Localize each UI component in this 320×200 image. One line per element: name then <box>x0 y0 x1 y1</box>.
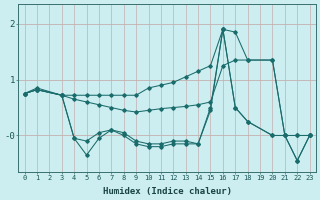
X-axis label: Humidex (Indice chaleur): Humidex (Indice chaleur) <box>103 187 232 196</box>
